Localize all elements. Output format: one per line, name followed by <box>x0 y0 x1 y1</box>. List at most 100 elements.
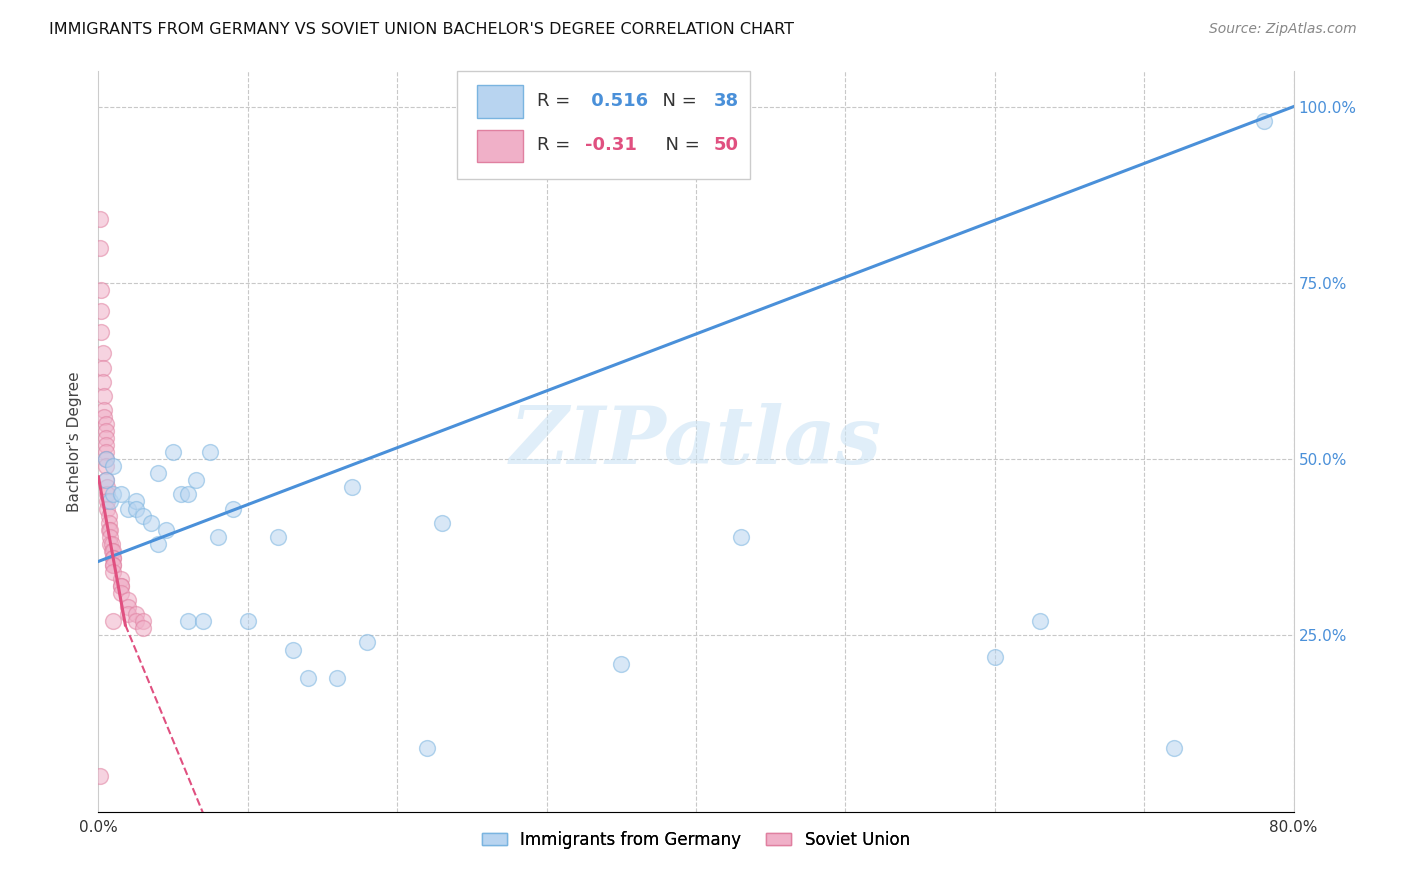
Text: N =: N = <box>651 92 702 110</box>
Point <box>184 473 207 487</box>
Point <box>90 304 112 318</box>
Point <box>416 741 439 756</box>
Point <box>191 615 214 629</box>
Text: 0.516: 0.516 <box>585 92 648 110</box>
Point <box>89 769 111 783</box>
Point <box>103 558 125 572</box>
Point <box>93 402 115 417</box>
Point <box>162 445 184 459</box>
Point <box>148 537 170 551</box>
Point <box>101 544 124 558</box>
Point <box>222 501 245 516</box>
Point <box>103 558 125 572</box>
Point <box>103 459 125 474</box>
Y-axis label: Bachelor's Degree: Bachelor's Degree <box>66 371 82 512</box>
FancyBboxPatch shape <box>477 86 523 118</box>
Point <box>1163 741 1185 756</box>
Point <box>93 409 115 424</box>
Text: 38: 38 <box>714 92 740 110</box>
Point <box>155 523 177 537</box>
Point <box>281 642 304 657</box>
Point <box>91 375 114 389</box>
Point <box>94 417 117 431</box>
Point <box>103 615 125 629</box>
Point <box>94 452 117 467</box>
FancyBboxPatch shape <box>477 130 523 162</box>
Point <box>103 550 125 565</box>
Point <box>610 657 633 671</box>
Point <box>97 508 120 523</box>
Point <box>91 360 114 375</box>
Point <box>326 671 349 685</box>
Point <box>125 607 148 622</box>
FancyBboxPatch shape <box>457 71 749 178</box>
Point <box>97 523 120 537</box>
Point <box>236 615 259 629</box>
Point <box>132 508 155 523</box>
Point <box>117 607 139 622</box>
Text: 50: 50 <box>714 136 740 154</box>
Point <box>267 530 290 544</box>
Point <box>132 615 155 629</box>
Point <box>89 241 111 255</box>
Point <box>94 473 117 487</box>
Point <box>89 212 111 227</box>
Point <box>98 523 122 537</box>
Point <box>430 516 453 530</box>
Point <box>1028 615 1050 629</box>
Text: ZIPatlas: ZIPatlas <box>510 403 882 480</box>
Point <box>117 600 139 615</box>
Point <box>94 459 117 474</box>
Point <box>97 516 120 530</box>
Point <box>169 487 191 501</box>
Point <box>110 572 132 586</box>
Point <box>110 579 132 593</box>
Point <box>110 487 132 501</box>
Point <box>110 579 132 593</box>
Text: R =: R = <box>537 136 576 154</box>
Text: Source: ZipAtlas.com: Source: ZipAtlas.com <box>1209 22 1357 37</box>
Point <box>91 346 114 360</box>
Point <box>96 480 118 494</box>
Point <box>96 501 118 516</box>
Legend: Immigrants from Germany, Soviet Union: Immigrants from Germany, Soviet Union <box>475 824 917 855</box>
Point <box>177 487 200 501</box>
Text: IMMIGRANTS FROM GERMANY VS SOVIET UNION BACHELOR'S DEGREE CORRELATION CHART: IMMIGRANTS FROM GERMANY VS SOVIET UNION … <box>49 22 794 37</box>
Point <box>297 671 319 685</box>
Point <box>94 473 117 487</box>
Point <box>117 593 139 607</box>
Point <box>90 283 112 297</box>
Point <box>103 550 125 565</box>
Point <box>132 621 155 635</box>
Point <box>101 537 124 551</box>
Point <box>94 445 117 459</box>
Point <box>98 494 122 508</box>
Text: N =: N = <box>654 136 706 154</box>
Point <box>103 565 125 579</box>
Point <box>90 325 112 339</box>
Point <box>730 530 752 544</box>
Point <box>125 501 148 516</box>
Point <box>93 389 115 403</box>
Point <box>98 537 122 551</box>
Point <box>177 615 200 629</box>
Point <box>200 445 222 459</box>
Point <box>984 649 1007 664</box>
Point <box>125 494 148 508</box>
Point <box>103 487 125 501</box>
Point <box>94 452 117 467</box>
Text: -0.31: -0.31 <box>585 136 637 154</box>
Point <box>356 635 378 649</box>
Point <box>103 544 125 558</box>
Point <box>98 530 122 544</box>
Point <box>207 530 229 544</box>
Point <box>125 615 148 629</box>
Point <box>1253 113 1275 128</box>
Point <box>342 480 364 494</box>
Text: R =: R = <box>537 92 576 110</box>
Point <box>94 431 117 445</box>
Point <box>117 501 139 516</box>
Point <box>94 438 117 452</box>
Point <box>148 467 170 481</box>
Point <box>94 424 117 438</box>
